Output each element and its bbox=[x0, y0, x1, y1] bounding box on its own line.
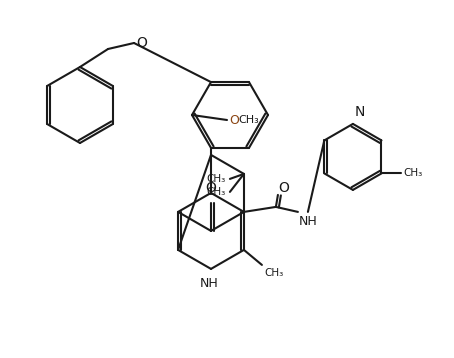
Text: CH₃: CH₃ bbox=[207, 174, 226, 184]
Text: O: O bbox=[206, 181, 217, 195]
Text: CH₃: CH₃ bbox=[404, 168, 423, 178]
Text: O: O bbox=[229, 113, 239, 126]
Text: O: O bbox=[136, 36, 147, 50]
Text: N: N bbox=[355, 105, 365, 119]
Text: O: O bbox=[278, 181, 289, 195]
Text: CH₃: CH₃ bbox=[264, 268, 283, 278]
Text: CH₃: CH₃ bbox=[207, 187, 226, 197]
Text: NH: NH bbox=[200, 277, 218, 290]
Text: NH: NH bbox=[299, 215, 318, 228]
Text: CH₃: CH₃ bbox=[238, 115, 259, 125]
